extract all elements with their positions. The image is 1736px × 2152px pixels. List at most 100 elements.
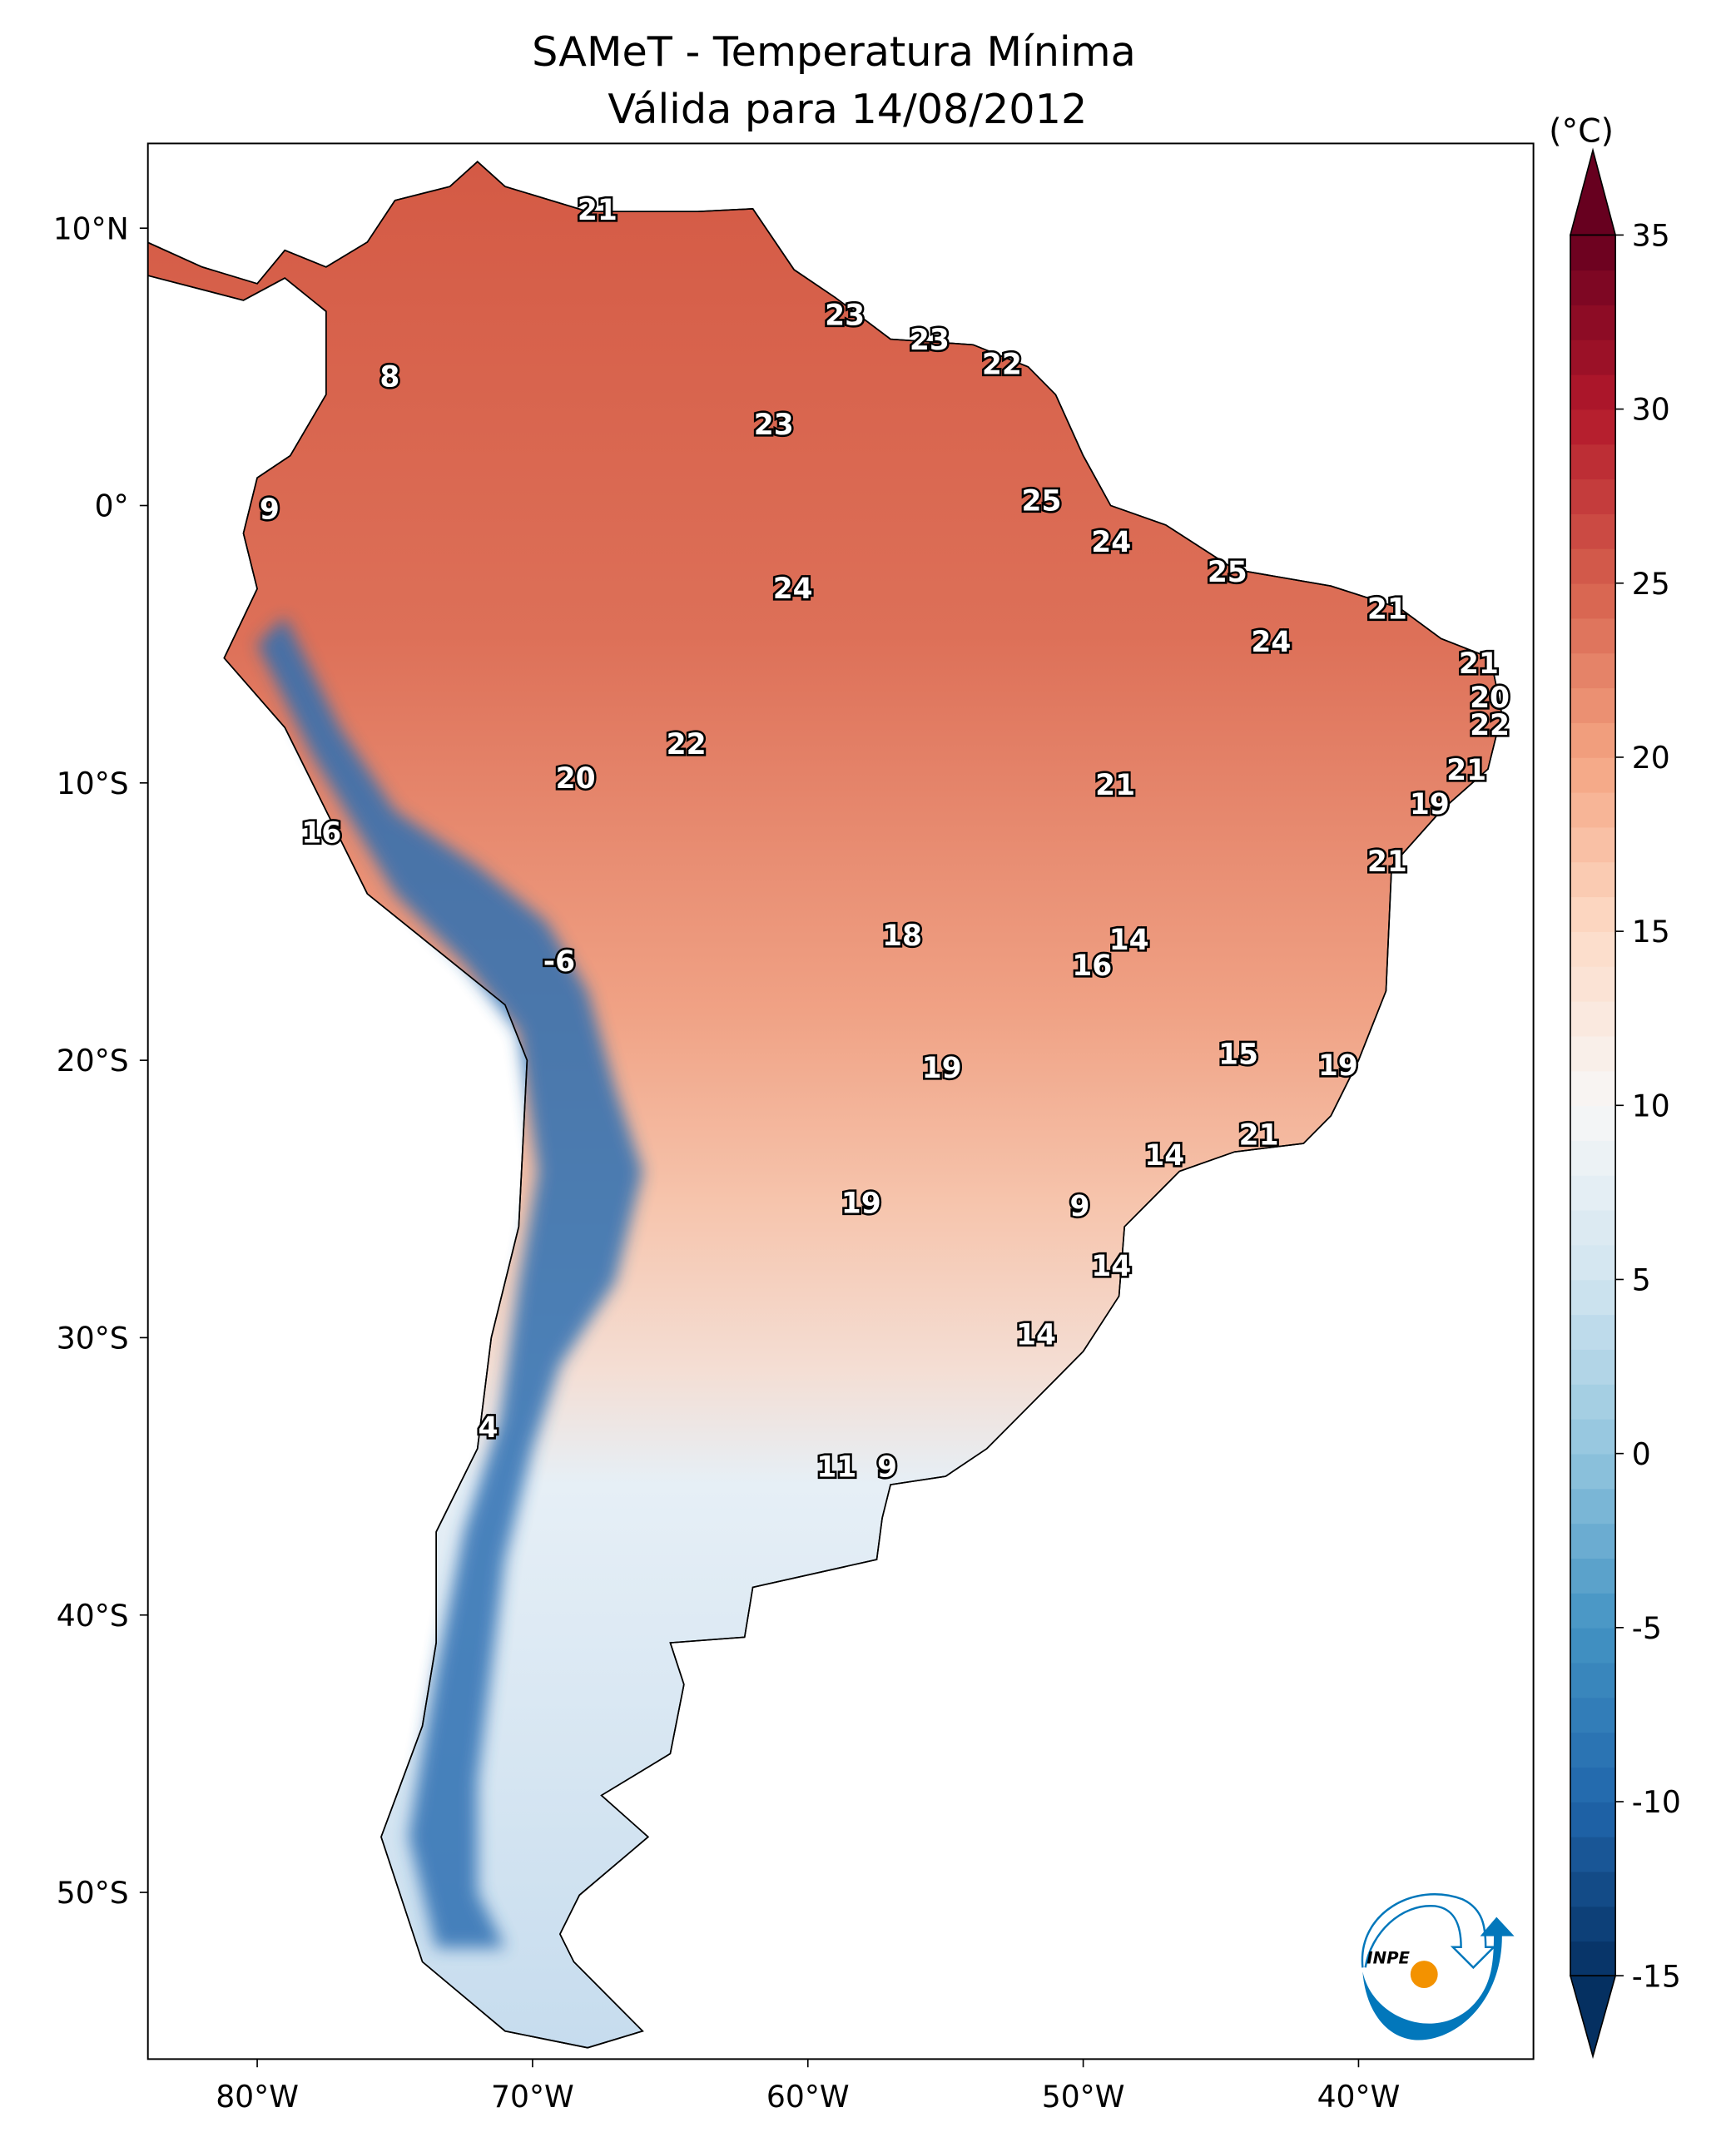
colorbar-band: [1570, 1035, 1616, 1072]
colorbar-tick-label: 30: [1632, 392, 1670, 428]
inpe-logo: INPE: [1361, 1893, 1515, 2040]
station-value-label: 23: [754, 409, 794, 442]
title-line-2: Válida para 14/08/2012: [608, 85, 1087, 133]
colorbar-band: [1570, 409, 1616, 445]
station-value-label: 21: [1367, 845, 1407, 879]
station-value-label: 19: [841, 1188, 881, 1221]
x-tick-label: 50°W: [1042, 2079, 1125, 2115]
station-value-label: 14: [1016, 1318, 1056, 1351]
station-value-label: 22: [1470, 709, 1510, 742]
colorbar-band: [1570, 235, 1616, 271]
station-value-label: 22: [982, 349, 1022, 382]
land-temperature-field: [147, 161, 1503, 2049]
andes-cold-region: [257, 616, 643, 1948]
station-value-label: 14: [1091, 1250, 1131, 1283]
colorbar-band: [1570, 1279, 1616, 1316]
colorbar-band: [1570, 1906, 1616, 1942]
station-value-label: 16: [1072, 950, 1112, 983]
colorbar-unit: (°C): [1549, 112, 1614, 151]
station-value-label: 18: [882, 920, 922, 953]
colorbar-band: [1570, 861, 1616, 898]
colorbar-band: [1570, 1871, 1616, 1907]
station-value-label: 16: [301, 817, 341, 850]
station-value-label: 21: [1446, 754, 1486, 787]
station-value-label: 20: [1470, 682, 1510, 715]
colorbar-band: [1570, 1070, 1616, 1107]
colorbar-band: [1570, 374, 1616, 410]
station-value-label: 21: [1095, 769, 1135, 802]
y-tick-label: 10°N: [53, 211, 129, 246]
station-value-label: 23: [825, 299, 865, 332]
station-value-label: 25: [1022, 485, 1062, 518]
coastline: [147, 161, 1503, 2049]
x-tick-label: 70°W: [491, 2079, 574, 2115]
logo-outline-arc-icon: [1361, 1893, 1496, 1970]
colorbar-band: [1570, 1732, 1616, 1768]
colorbar-band: [1570, 1836, 1616, 1872]
colorbar-band: [1570, 1105, 1616, 1141]
colorbar-band: [1570, 722, 1616, 758]
colorbar-band: [1570, 1802, 1616, 1837]
logo-sun-icon: [1410, 1961, 1438, 1988]
colorbar-band: [1570, 617, 1616, 654]
colorbar-band: [1570, 965, 1616, 1002]
colorbar-band: [1570, 478, 1616, 514]
station-value-label: 9: [877, 1451, 897, 1485]
station-value-label: 21: [1239, 1119, 1279, 1153]
station-value-label: 21: [1367, 593, 1407, 626]
station-value-label: 24: [773, 573, 813, 606]
y-tick-label: 30°S: [57, 1321, 129, 1356]
colorbar-band: [1570, 1349, 1616, 1385]
colorbar-tick-label: -15: [1632, 1958, 1681, 1994]
colorbar-band: [1570, 1244, 1616, 1281]
logo-text: INPE: [1366, 1948, 1410, 1967]
colorbar-band: [1570, 548, 1616, 584]
colorbar-band: [1570, 1558, 1616, 1594]
x-tick-label: 40°W: [1317, 2079, 1401, 2115]
colorbar-band: [1570, 652, 1616, 689]
colorbar-band: [1570, 1314, 1616, 1350]
colorbar-band: [1570, 1941, 1616, 1977]
colorbar-band: [1570, 1627, 1616, 1664]
colorbar-tick-label: 20: [1632, 740, 1670, 776]
map-frame: [146, 142, 1535, 2060]
colorbar-band: [1570, 513, 1616, 549]
colorbar-band: [1570, 339, 1616, 375]
station-value-label: 9: [1070, 1190, 1090, 1223]
colorbar-band: [1570, 270, 1616, 305]
station-value-label: 24: [1251, 626, 1291, 659]
station-value-label: 19: [1318, 1049, 1358, 1083]
colorbar-tick-label: -10: [1632, 1784, 1681, 1820]
colorbar-tick-label: 15: [1632, 914, 1670, 950]
colorbar-extend-min: [1569, 1975, 1617, 2060]
station-value-label: -6: [543, 945, 575, 979]
station-value-label: 22: [667, 728, 707, 761]
station-value-label: 15: [1218, 1039, 1258, 1072]
colorbar-tick-label: -5: [1632, 1610, 1662, 1646]
colorbar-band: [1570, 1453, 1616, 1490]
colorbar-tick-label: 10: [1632, 1088, 1670, 1123]
colorbar-tick-label: 0: [1632, 1436, 1651, 1472]
station-value-label: 4: [479, 1411, 498, 1445]
colorbar-band: [1570, 1593, 1616, 1629]
station-value-label: 8: [379, 360, 399, 394]
y-tick-label: 40°S: [57, 1598, 129, 1634]
x-tick-label: 60°W: [766, 2079, 850, 2115]
colorbar-band: [1570, 1383, 1616, 1420]
colorbar-band: [1570, 1488, 1616, 1525]
colorbar-band: [1570, 1697, 1616, 1733]
x-tick-label: 80°W: [216, 2079, 299, 2115]
y-tick-label: 0°: [95, 488, 129, 524]
colorbar-band: [1570, 305, 1616, 340]
colorbar-band: [1570, 1418, 1616, 1455]
colorbar-tick-label: 35: [1632, 218, 1670, 254]
colorbar: 35 30 25 20 15 10 5 0 -5 -10 -15: [1569, 147, 1681, 2060]
colorbar-tick-label: 5: [1632, 1262, 1651, 1298]
station-value-label: 21: [1459, 647, 1499, 681]
colorbar-band: [1570, 931, 1616, 967]
colorbar-band: [1570, 1000, 1616, 1037]
colorbar-band: [1570, 1662, 1616, 1698]
colorbar-band: [1570, 1523, 1616, 1559]
